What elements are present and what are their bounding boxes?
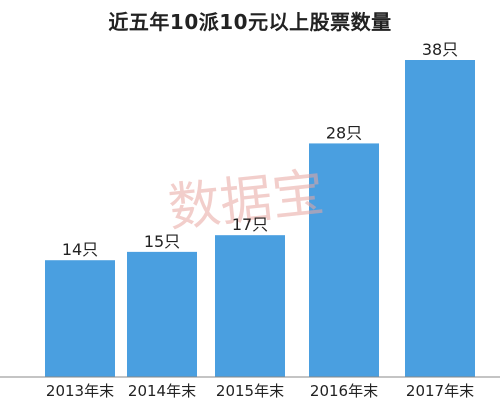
bar-2017年末: [405, 60, 475, 377]
x-tick-2013年末: 2013年末: [46, 382, 114, 400]
bar-2013年末: [45, 260, 115, 377]
bars-layer: [45, 60, 475, 377]
data-label-2016年末: 28只: [326, 123, 362, 142]
bar-2014年末: [127, 251, 197, 377]
bar-2016年末: [309, 143, 379, 377]
x-tick-2017年末: 2017年末: [406, 382, 474, 400]
data-label-2013年末: 14只: [62, 240, 98, 259]
x-tick-2016年末: 2016年末: [310, 382, 378, 400]
data-label-2014年末: 15只: [144, 232, 180, 251]
bar-2015年末: [215, 235, 285, 377]
data-label-2017年末: 38只: [422, 40, 458, 59]
labels-layer: 14只 15只 17只 28只 38只: [62, 40, 458, 259]
data-label-2015年末: 17只: [232, 215, 268, 234]
chart-title: 近五年10派10元以上股票数量: [108, 10, 392, 34]
x-tick-2015年末: 2015年末: [216, 382, 284, 400]
x-tick-2014年末: 2014年末: [128, 382, 196, 400]
x-tick-labels: 2013年末 2014年末 2015年末 2016年末 2017年末: [46, 382, 474, 400]
